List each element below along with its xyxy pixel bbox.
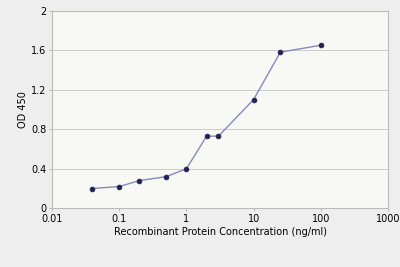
X-axis label: Recombinant Protein Concentration (ng/ml): Recombinant Protein Concentration (ng/ml… xyxy=(114,227,326,237)
Y-axis label: OD 450: OD 450 xyxy=(18,91,28,128)
